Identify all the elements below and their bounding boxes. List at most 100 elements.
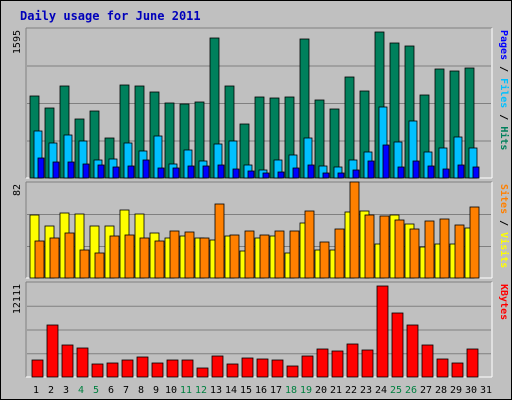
bar-sites-day-24 [379, 215, 390, 279]
x-label-day-6: 6 [108, 385, 114, 396]
bar-pages-day-14 [232, 168, 240, 179]
x-label-day-20: 20 [315, 385, 327, 396]
bar-pages-day-7 [127, 165, 135, 179]
legend-separator: / [498, 60, 509, 78]
x-label-day-26: 26 [405, 385, 417, 396]
bar-sites-day-27 [424, 220, 435, 279]
bar-sites-day-5 [94, 252, 105, 279]
bar-kbytes-day-29 [451, 362, 464, 378]
bar-pages-day-16 [262, 172, 270, 179]
bar-sites-day-8 [139, 237, 150, 279]
bar-sites-day-26 [409, 228, 420, 279]
bar-sites-day-23 [364, 214, 375, 279]
bar-pages-day-18 [292, 167, 300, 179]
bar-sites-day-28 [439, 218, 450, 279]
bar-kbytes-day-7 [121, 359, 134, 378]
x-label-day-5: 5 [93, 385, 99, 396]
bar-sites-day-21 [334, 228, 345, 279]
bar-pages-day-4 [82, 163, 90, 179]
x-label-day-25: 25 [390, 385, 402, 396]
bar-pages-day-25 [397, 166, 405, 179]
bar-sites-day-10 [169, 230, 180, 279]
bar-kbytes-day-21 [331, 350, 344, 378]
bar-kbytes-day-22 [346, 343, 359, 378]
y-max-label: 1595 [12, 30, 23, 54]
x-label-day-12: 12 [195, 385, 207, 396]
bar-pages-day-23 [367, 160, 375, 179]
bar-sites-day-20 [319, 241, 330, 279]
x-label-day-8: 8 [138, 385, 144, 396]
bar-sites-day-13 [214, 203, 225, 279]
x-label-day-2: 2 [48, 385, 54, 396]
bar-sites-day-1 [34, 240, 45, 279]
bar-pages-day-21 [337, 172, 345, 179]
bar-kbytes-day-14 [226, 363, 239, 378]
x-label-day-13: 13 [210, 385, 222, 396]
bar-pages-day-13 [217, 164, 225, 179]
x-label-day-1: 1 [33, 385, 39, 396]
panel-3: 12111 KBytes [12, 281, 509, 378]
bar-pages-day-17 [277, 171, 285, 179]
bar-pages-day-3 [67, 161, 75, 179]
bar-pages-day-1 [37, 157, 45, 179]
bar-sites-day-3 [64, 232, 75, 279]
bar-sites-day-29 [454, 224, 465, 279]
bar-sites-day-2 [49, 237, 60, 279]
bar-pages-day-22 [352, 169, 360, 179]
bar-pages-day-20 [322, 172, 330, 179]
panel-1: 1595 Pages / Files / Hits [12, 27, 510, 179]
bar-pages-day-28 [442, 168, 450, 179]
panel-2: 82 Sites / Visits [12, 181, 510, 279]
x-label-day-27: 27 [420, 385, 432, 396]
bar-kbytes-day-27 [421, 344, 434, 378]
bar-pages-day-27 [427, 165, 435, 179]
bar-kbytes-day-15 [241, 357, 254, 378]
legend-pages: Pages [498, 30, 509, 60]
legend-separator: / [498, 214, 509, 232]
bar-hits-day-16 [254, 96, 265, 179]
x-label-day-17: 17 [270, 385, 282, 396]
legend: KBytes [498, 284, 509, 320]
x-label-day-24: 24 [375, 385, 387, 396]
bar-kbytes-day-25 [391, 312, 404, 378]
bar-kbytes-day-23 [361, 349, 374, 378]
y-max-label: 12111 [12, 284, 23, 314]
bar-sites-day-11 [184, 231, 195, 279]
bar-kbytes-day-10 [166, 359, 179, 378]
x-label-day-15: 15 [240, 385, 252, 396]
bar-kbytes-day-4 [76, 347, 89, 378]
x-label-day-10: 10 [165, 385, 177, 396]
x-label-day-4: 4 [78, 385, 84, 396]
bar-pages-day-8 [142, 159, 150, 179]
bar-pages-day-30 [472, 166, 480, 179]
x-label-day-7: 7 [123, 385, 129, 396]
bar-sites-day-15 [244, 230, 255, 279]
x-axis-labels: 1 2 3 4 5 6 7 8 9 10 11 12 13 14 15 16 17 18 19 20 21 22 23 24 2… [33, 385, 492, 396]
bar-kbytes-day-8 [136, 356, 149, 378]
bar-visits-day-5 [89, 225, 100, 279]
bar-kbytes-day-3 [61, 344, 74, 378]
bar-pages-day-19 [307, 164, 315, 179]
bar-kbytes-day-18 [286, 365, 299, 378]
bar-kbytes-day-5 [91, 363, 104, 378]
bar-kbytes-day-11 [181, 359, 194, 378]
legend: Pages / Files / Hits [498, 30, 510, 150]
bar-kbytes-day-28 [436, 358, 449, 378]
bar-pages-day-10 [172, 167, 180, 179]
bar-kbytes-day-9 [151, 362, 164, 378]
bar-sites-day-14 [229, 234, 240, 279]
bar-sites-day-16 [259, 234, 270, 279]
bar-kbytes-day-12 [196, 367, 209, 378]
bar-pages-day-29 [457, 164, 465, 179]
x-label-day-23: 23 [360, 385, 372, 396]
legend-visits: Visits [498, 232, 510, 268]
bar-kbytes-day-13 [211, 355, 224, 378]
x-label-day-31: 31 [480, 385, 492, 396]
bar-kbytes-day-24 [376, 285, 389, 378]
bar-sites-day-7 [124, 234, 135, 279]
x-label-day-29: 29 [450, 385, 462, 396]
x-label-day-11: 11 [180, 385, 192, 396]
legend-hits: Hits [498, 126, 510, 150]
legend-separator: / [498, 108, 509, 126]
